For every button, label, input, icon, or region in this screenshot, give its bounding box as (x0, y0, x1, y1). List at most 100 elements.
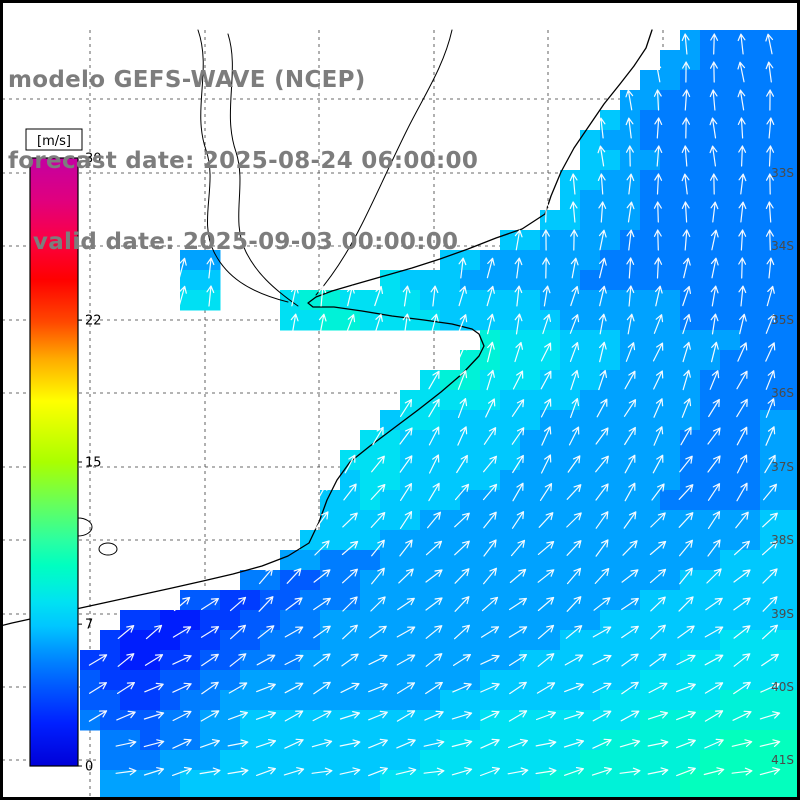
wind-speed-cell (520, 250, 541, 271)
wind-arrow (370, 596, 386, 612)
wind-speed-cell (600, 430, 621, 451)
wind-speed-cell (280, 790, 301, 800)
wind-speed-cell (720, 750, 741, 771)
wind-arrow (624, 454, 636, 474)
wind-speed-cell (440, 610, 461, 631)
wind-arrow (368, 710, 388, 721)
wind-arrow (339, 767, 361, 775)
wind-speed-cell (640, 470, 661, 491)
wind-speed-cell (200, 790, 221, 800)
wind-speed-cell (460, 730, 481, 751)
wind-speed-cell (200, 270, 221, 291)
wind-arrow (653, 61, 662, 83)
wind-speed-cell (580, 690, 601, 711)
wind-speed-cell (680, 470, 701, 491)
wind-speed-cell (400, 430, 421, 451)
wind-speed-cell (600, 490, 621, 511)
wind-speed-cell (360, 570, 381, 591)
wind-speed-cell (560, 710, 581, 731)
wind-speed-cell (80, 690, 101, 711)
wind-arrow (173, 596, 191, 612)
wind-arrow (284, 710, 304, 722)
wind-arrow (313, 569, 331, 583)
wind-speed-cell (420, 650, 441, 671)
wind-direction-arrows (88, 33, 781, 777)
wind-arrow (765, 201, 774, 223)
wind-speed-cell (500, 410, 521, 431)
wind-arrow (595, 455, 609, 473)
wind-arrow (427, 511, 441, 529)
wind-speed-cell (740, 790, 761, 800)
wind-speed-cell (240, 750, 261, 771)
wind-speed-cell (660, 370, 681, 391)
wind-arrow (457, 426, 468, 446)
wind-arrow (482, 483, 498, 501)
wind-speed-cell (360, 710, 381, 731)
wind-arrow (760, 682, 780, 693)
wind-speed-cell (740, 470, 761, 491)
wind-arrow (765, 342, 776, 362)
wind-speed-cell (200, 630, 221, 651)
wind-speed-cell (640, 270, 661, 291)
wind-arrow (457, 314, 468, 334)
wind-speed-cell (240, 590, 261, 611)
wind-speed-cell (140, 710, 161, 731)
wind-arrow (201, 598, 219, 610)
wind-speed-cell (620, 630, 641, 651)
wind-arrow (759, 739, 781, 747)
wind-speed-cell (260, 690, 281, 711)
wind-arrow (144, 682, 164, 693)
wind-speed-cell (600, 390, 621, 411)
wind-speed-cell (160, 770, 181, 791)
wind-speed-cell (200, 770, 221, 791)
wind-speed-cell (180, 670, 201, 691)
wind-speed-cell (600, 170, 621, 191)
wind-speed-cell (680, 170, 701, 191)
wind-arrow (652, 342, 664, 362)
wind-speed-cell (480, 390, 501, 411)
wind-speed-cell (360, 310, 381, 331)
wind-speed-cell (520, 390, 541, 411)
wind-arrow (621, 569, 639, 583)
wind-speed-cell (680, 90, 701, 111)
wind-speed-cell (600, 550, 621, 571)
wind-speed-cell (720, 230, 741, 251)
wind-speed-cell (560, 410, 581, 431)
wind-arrow (200, 626, 220, 638)
wind-arrow (653, 89, 662, 111)
wind-arrow (201, 653, 219, 667)
wind-arrow (654, 117, 663, 139)
wind-arrow (290, 313, 299, 335)
wind-speed-cell (260, 670, 281, 691)
wind-speed-cell (620, 610, 641, 631)
wind-arrow (283, 767, 305, 776)
wind-speed-cell (740, 90, 761, 111)
wind-speed-cell (540, 750, 561, 771)
wind-arrow (284, 654, 304, 666)
wind-speed-cell (520, 330, 541, 351)
colorbar-tick-label: 15 (85, 456, 102, 471)
wind-arrow (509, 568, 527, 584)
wind-speed-cell (140, 690, 161, 711)
wind-speed-cell (520, 230, 541, 251)
wind-speed-cell (700, 770, 721, 791)
wind-speed-cell (700, 210, 721, 231)
wind-arrow (371, 455, 385, 473)
wind-speed-cell (740, 130, 761, 151)
wind-speed-cell (580, 170, 601, 191)
wind-speed-cell (620, 350, 641, 371)
wind-speed-cell (580, 470, 601, 491)
wind-arrow (255, 711, 277, 720)
wind-arrow (654, 145, 663, 167)
wind-arrow (400, 399, 412, 417)
wind-speed-cell (380, 630, 401, 651)
wind-arrow (538, 512, 554, 528)
wind-speed-cell (480, 310, 501, 331)
wind-speed-cell (760, 730, 781, 751)
wind-speed-cell (500, 310, 521, 331)
wind-speed-cell (780, 230, 800, 251)
wind-arrow (762, 512, 778, 528)
wind-speed-cell (680, 130, 701, 151)
wind-speed-cell (720, 670, 741, 691)
wind-arrow (597, 145, 606, 167)
